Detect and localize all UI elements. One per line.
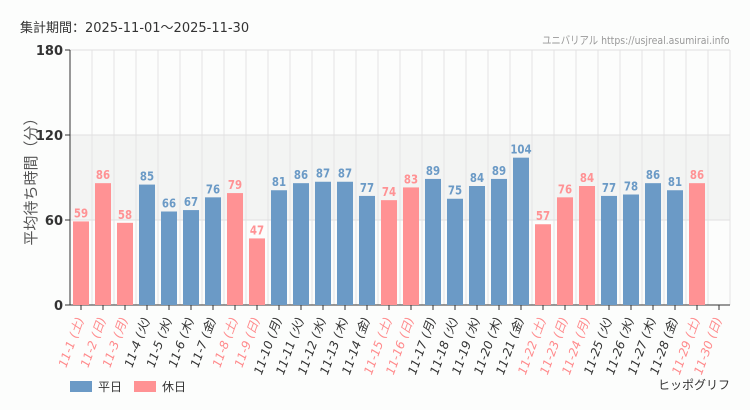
bar [623,194,639,305]
data-label: 75 [448,184,462,198]
data-label: 86 [690,168,704,182]
bar [249,238,265,305]
bar [183,210,199,305]
bar [535,224,551,305]
y-axis-title: 平均待ち時間（分） [22,110,40,245]
bar [227,193,243,305]
data-label: 59 [74,207,88,221]
y-tick-label: 180 [36,44,63,59]
brand-label: ヒッポグリフ [657,378,730,392]
data-label: 67 [184,195,198,209]
data-label: 79 [228,178,242,192]
bar [447,198,463,305]
bar [689,183,705,305]
legend-holiday: 休日 [134,378,186,395]
site-credit[interactable]: ユニバリアル https://usjreal.asumirai.info [542,34,730,47]
bar [293,183,309,305]
data-label: 76 [206,183,220,197]
data-label: 81 [272,175,286,189]
bar [403,187,419,305]
legend-swatch-weekday [70,381,92,392]
y-tick-label: 0 [54,299,63,314]
legend-swatch-holiday [134,381,156,392]
data-label: 84 [470,171,484,185]
data-label: 66 [162,197,176,211]
data-label: 74 [382,185,396,199]
bar [337,181,353,305]
data-label: 81 [668,175,682,189]
data-label: 89 [492,164,506,178]
bar [359,195,375,305]
bar [271,190,287,305]
legend-weekday: 平日 [70,378,122,395]
data-label: 78 [624,180,638,194]
bar [425,178,441,305]
bar [513,157,529,305]
bar [381,200,397,305]
bar [95,183,111,305]
data-label: 77 [360,181,374,195]
y-tick-label: 120 [36,129,63,144]
data-label: 85 [140,170,154,184]
y-tick-label: 60 [45,214,63,229]
data-label: 86 [646,168,660,182]
data-label: 47 [250,224,264,238]
legend-label-holiday: 休日 [162,380,187,394]
bar [491,178,507,305]
bar [315,181,331,305]
data-label: 84 [580,171,594,185]
data-label: 104 [510,143,532,157]
bar [557,197,573,305]
bar [205,197,221,305]
bar [667,190,683,305]
bar [579,186,595,305]
data-label: 83 [404,173,418,187]
bar [469,186,485,305]
data-label: 86 [96,168,110,182]
bar [117,222,133,305]
period-label: 集計期間：2025-11-01～2025-11-30 [20,21,250,36]
data-label: 57 [536,209,550,223]
legend-label-weekday: 平日 [98,380,123,394]
data-label: 86 [294,168,308,182]
bar [139,184,155,305]
data-label: 89 [426,164,440,178]
data-label: 87 [338,167,352,181]
data-label: 58 [118,208,132,222]
bar [161,211,177,305]
data-label: 76 [558,183,572,197]
bar [73,221,89,305]
bar [601,195,617,305]
bar [645,183,661,305]
data-label: 77 [602,181,616,195]
data-label: 87 [316,167,330,181]
